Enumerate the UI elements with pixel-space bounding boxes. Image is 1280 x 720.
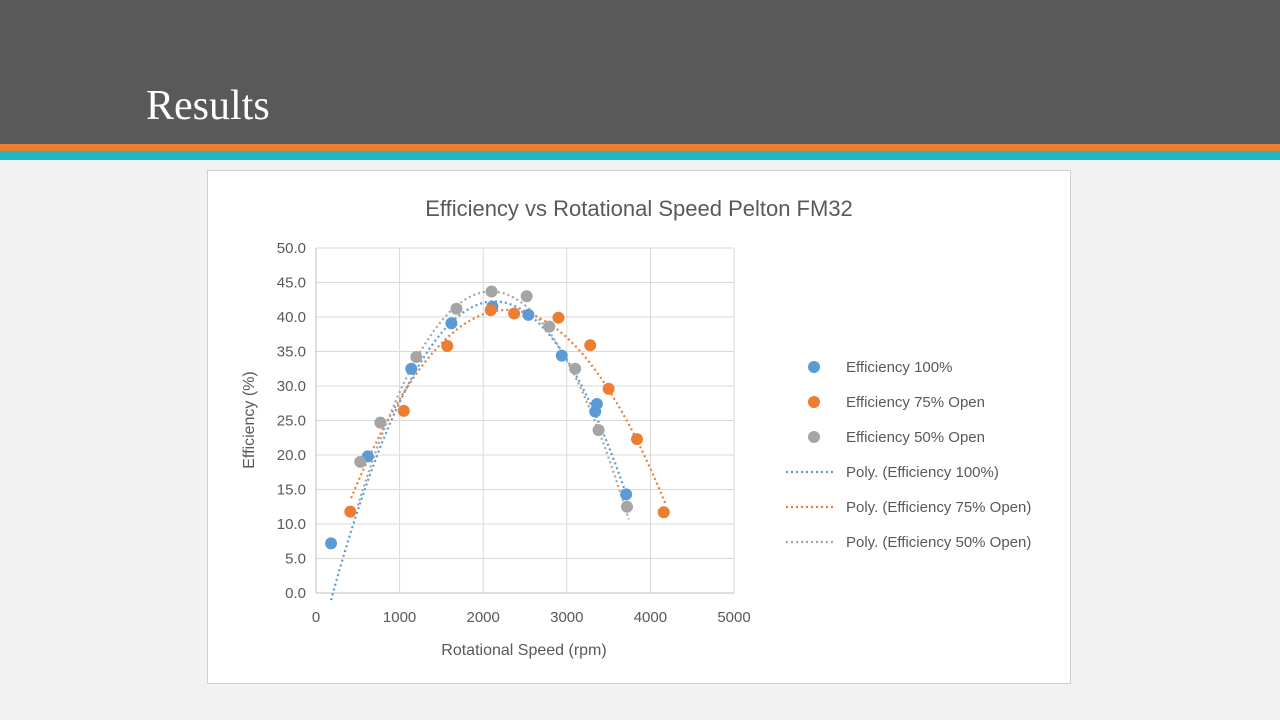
legend: Efficiency 100% Efficiency 75% Open Effici… (786, 359, 1031, 551)
data-point-series-2 (543, 320, 556, 333)
chart-frame: Efficiency vs Rotational Speed Pelton FM… (207, 170, 1071, 684)
legend-label: Efficiency 50% Open (846, 429, 985, 446)
data-point-series-0 (405, 362, 418, 375)
y-tick-label: 0.0 (285, 585, 306, 602)
x-tick-label: 0 (312, 609, 320, 626)
data-point-series-2 (592, 424, 605, 437)
y-tick-label: 45.0 (277, 275, 306, 292)
slide-title: Results (146, 83, 270, 129)
legend-marker-0 (808, 361, 820, 373)
data-point-series-1 (584, 339, 597, 352)
y-tick-label: 35.0 (277, 344, 306, 361)
y-tick-label: 30.0 (277, 378, 306, 395)
data-point-series-1 (441, 339, 454, 352)
data-point-series-2 (354, 455, 367, 468)
data-point-series-0 (522, 308, 535, 321)
data-point-series-2 (485, 285, 498, 298)
y-tick-label: 15.0 (277, 482, 306, 499)
data-point-series-0 (555, 349, 568, 362)
x-axis-label: Rotational Speed (rpm) (441, 642, 606, 659)
axis-ticks: 0.0 5.0 10.0 15.0 20.0 25.0 30.0 35.0 40.0 45.0 50… (277, 240, 751, 626)
data-point-series-2 (569, 362, 582, 375)
data-point-series-0 (590, 397, 603, 410)
y-tick-label: 50.0 (277, 240, 306, 257)
data-point-series-1 (397, 404, 410, 417)
data-point-series-2 (450, 302, 463, 315)
accent-stripe-orange (0, 144, 1280, 151)
y-tick-label: 5.0 (285, 551, 306, 568)
trendline-1 (350, 308, 667, 505)
y-tick-label: 40.0 (277, 309, 306, 326)
x-tick-label: 2000 (467, 609, 500, 626)
x-tick-label: 4000 (634, 609, 667, 626)
y-axis-label: Efficiency (%) (241, 371, 258, 469)
chart-title: Efficiency vs Rotational Speed Pelton FM… (425, 196, 853, 221)
data-point-series-0 (325, 537, 338, 550)
y-tick-label: 25.0 (277, 413, 306, 430)
data-point-series-1 (631, 433, 644, 446)
data-point-series-0 (620, 488, 633, 501)
legend-label: Poly. (Efficiency 50% Open) (846, 534, 1031, 551)
scatter-chart: Efficiency vs Rotational Speed Pelton FM… (241, 196, 1031, 659)
data-point-series-0 (445, 317, 458, 330)
data-point-series-2 (620, 500, 633, 513)
x-tick-label: 1000 (383, 609, 416, 626)
legend-label: Poly. (Efficiency 75% Open) (846, 499, 1031, 516)
data-point-series-2 (520, 290, 533, 303)
x-tick-label: 3000 (550, 609, 583, 626)
trendline-0 (329, 300, 629, 601)
data-point-series-1 (657, 506, 670, 519)
accent-stripe-teal (0, 151, 1280, 160)
data-point-series-1 (484, 304, 497, 317)
legend-label: Efficiency 100% (846, 359, 952, 376)
legend-label: Poly. (Efficiency 100%) (846, 464, 999, 481)
data-point-series-1 (602, 382, 615, 395)
y-tick-label: 20.0 (277, 447, 306, 464)
data-point-series-2 (374, 416, 387, 429)
data-point-series-2 (410, 351, 423, 364)
data-point-series-1 (344, 505, 357, 518)
data-point-series-1 (552, 311, 565, 324)
trendlines (329, 290, 667, 601)
data-point-series-1 (508, 307, 521, 320)
data-points (325, 285, 670, 550)
slide-header: Results (0, 0, 1280, 144)
x-tick-label: 5000 (717, 609, 750, 626)
legend-marker-1 (808, 396, 820, 408)
y-tick-label: 10.0 (277, 516, 306, 533)
legend-label: Efficiency 75% Open (846, 394, 985, 411)
legend-marker-2 (808, 431, 820, 443)
